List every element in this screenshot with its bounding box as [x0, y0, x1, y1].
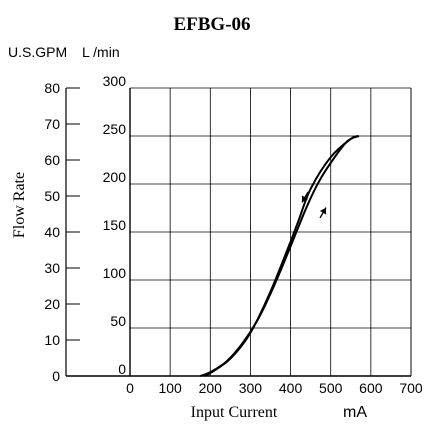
series-line-decreasing [199, 135, 360, 377]
y-axis-lpm: 0 50 100 150 200 250 300 [103, 73, 131, 377]
x-axis-label: Input Current [191, 404, 278, 421]
gpm-tick-label: 40 [44, 224, 60, 240]
x-axis-unit: mA [343, 404, 367, 421]
y-axis-label: Flow Rate [11, 172, 28, 238]
gpm-tick-label: 0 [52, 368, 60, 384]
x-tick-label: 200 [199, 380, 223, 396]
lpm-tick-label: 250 [103, 121, 127, 137]
x-tick-label: 700 [399, 380, 423, 396]
x-tick-label: 100 [158, 380, 182, 396]
series-group [199, 135, 360, 377]
series-line-increasing [203, 135, 360, 377]
lpm-tick-label: 50 [110, 313, 126, 329]
x-tick-label: 500 [319, 380, 343, 396]
y-axis-gpm: 0 10 20 30 40 50 60 70 80 [44, 80, 80, 384]
lpm-tick-label: 150 [103, 217, 127, 233]
gpm-tick-label: 50 [44, 188, 60, 204]
arrow-increasing-icon [319, 207, 327, 219]
gpm-tick-label: 70 [44, 116, 60, 132]
unit-label-lpm: L /min [82, 44, 120, 60]
lpm-tick-label: 100 [103, 265, 127, 281]
x-tick-label: 600 [359, 380, 383, 396]
gpm-tick-label: 10 [44, 332, 60, 348]
x-tick-label: 0 [126, 380, 134, 396]
lpm-tick-label: 300 [103, 73, 127, 89]
gpm-tick-label: 20 [44, 296, 60, 312]
arrow-decreasing-icon [301, 191, 309, 203]
unit-label-gpm: U.S.GPM [8, 44, 67, 60]
x-axis: 0 100 200 300 400 500 600 700 [126, 380, 423, 396]
x-tick-label: 400 [279, 380, 303, 396]
direction-arrows [301, 191, 327, 219]
gpm-tick-label: 30 [44, 260, 60, 276]
grid [66, 87, 412, 377]
lpm-tick-label: 0 [118, 361, 126, 377]
lpm-tick-label: 200 [103, 169, 127, 185]
chart-title: EFBG-06 [173, 14, 250, 35]
gpm-tick-label: 80 [44, 80, 60, 96]
gpm-tick-label: 60 [44, 152, 60, 168]
x-tick-label: 300 [239, 380, 263, 396]
